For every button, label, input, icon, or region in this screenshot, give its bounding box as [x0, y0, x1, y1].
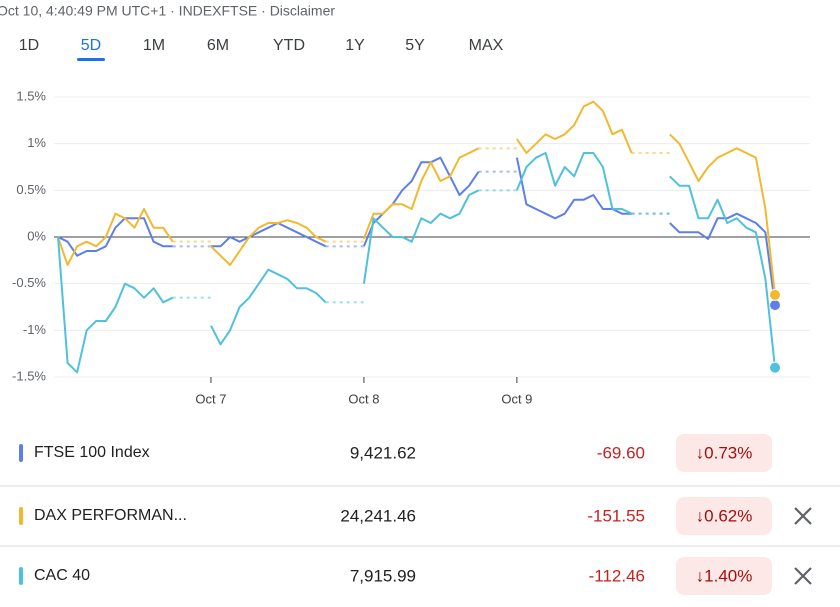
series-line — [669, 212, 776, 306]
change-percent: ↓1.40% — [696, 566, 753, 585]
series-line — [362, 147, 480, 240]
price: 9,421.62 — [350, 443, 416, 462]
range-tab[interactable]: 1Y — [345, 37, 365, 54]
change: -69.60 — [597, 443, 645, 462]
y-tick-label: 1.5% — [16, 88, 46, 103]
y-tick-label: -1.5% — [12, 368, 46, 383]
range-tab[interactable]: YTD — [273, 37, 305, 54]
range-tab[interactable]: 6M — [207, 37, 229, 54]
change-chip — [676, 557, 772, 595]
y-tick-label: 0.5% — [16, 182, 46, 197]
tab-underline — [77, 58, 105, 61]
series-line — [669, 175, 776, 368]
y-tick-label: 0% — [27, 228, 46, 243]
series-line — [210, 219, 327, 266]
range-tab[interactable]: 1D — [19, 37, 39, 54]
y-tick-label: 1% — [27, 135, 46, 150]
series-line — [362, 189, 480, 284]
price: 24,241.46 — [340, 506, 416, 525]
remove-button[interactable] — [794, 567, 812, 585]
x-tick-label: Oct 8 — [348, 391, 379, 406]
change-percent: ↓0.62% — [696, 506, 753, 525]
x-tick-label: Oct 7 — [195, 391, 226, 406]
series-name: FTSE 100 Index — [34, 444, 150, 461]
range-tab[interactable]: 5Y — [405, 37, 425, 54]
range-tab[interactable]: 5D — [81, 37, 101, 54]
series-line — [362, 156, 480, 247]
series-line — [57, 208, 174, 266]
series-line — [516, 100, 633, 154]
series-line — [210, 268, 327, 346]
y-tick-label: -1% — [23, 322, 47, 337]
series-name: CAC 40 — [34, 567, 90, 584]
legend-swatch — [19, 507, 23, 525]
series-line — [211, 222, 327, 248]
legend-swatch — [19, 444, 23, 462]
range-tab[interactable]: 1M — [143, 37, 165, 54]
series-line — [669, 133, 776, 296]
remove-button[interactable] — [794, 507, 812, 525]
price: 7,915.99 — [350, 566, 416, 585]
end-point — [769, 299, 781, 312]
timestamp: Oct 10, 4:40:49 PM UTC+1 · INDEXFTSE · D… — [0, 3, 335, 19]
series-line — [57, 217, 173, 257]
end-point — [769, 361, 781, 374]
series-line — [57, 236, 174, 374]
change: -112.46 — [589, 566, 645, 585]
change-percent: ↓0.73% — [696, 443, 753, 462]
range-tab[interactable]: MAX — [469, 37, 504, 54]
change-chip — [676, 497, 772, 535]
series-name: DAX PERFORMAN... — [34, 507, 187, 524]
series-line — [515, 152, 633, 215]
change-chip — [676, 434, 772, 472]
end-point — [769, 288, 781, 301]
legend-swatch — [19, 567, 23, 585]
change: -151.55 — [587, 506, 645, 525]
x-tick-label: Oct 9 — [501, 391, 532, 406]
y-tick-label: -0.5% — [12, 275, 46, 290]
